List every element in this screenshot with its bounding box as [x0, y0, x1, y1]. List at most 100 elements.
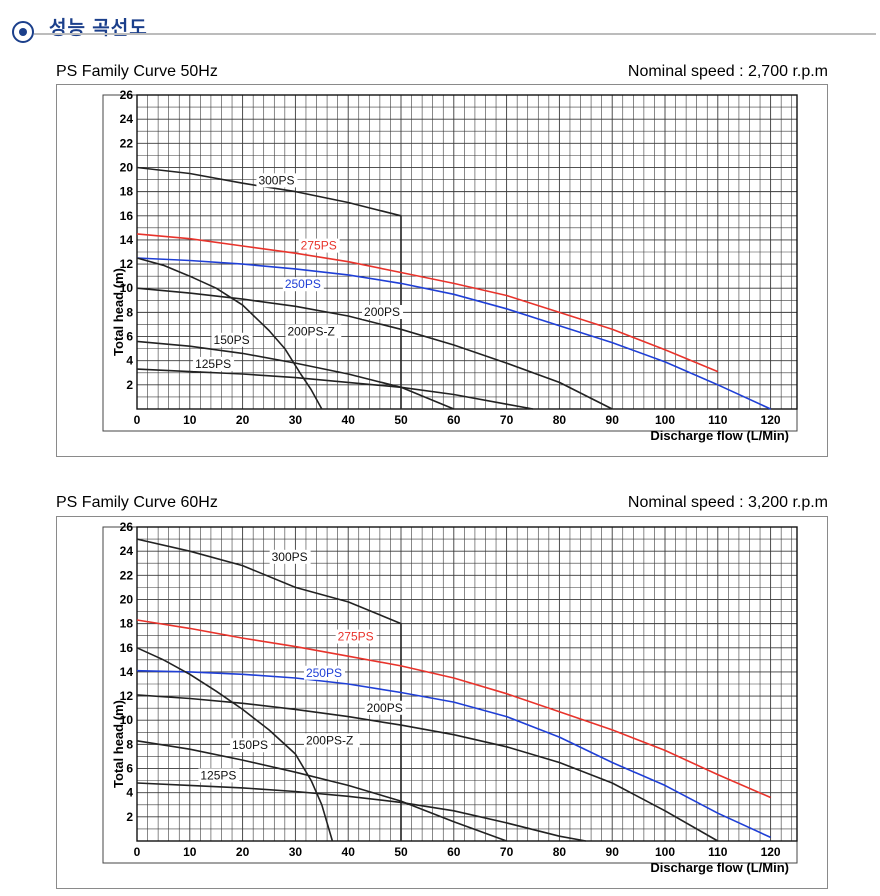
section-header: 성능 곡선도 — [0, 0, 880, 44]
x-tick-label: 110 — [708, 845, 728, 859]
y-tick-label: 6 — [126, 762, 133, 776]
x-tick-label: 10 — [183, 845, 197, 859]
plot-area-border — [136, 94, 798, 410]
nominal-speed-50hz: Nominal speed : 2,700 r.p.m — [627, 63, 828, 80]
series-label-300ps: 300PS — [258, 173, 294, 187]
series-label-bg-150ps — [211, 332, 253, 347]
x-tick-label: 70 — [500, 845, 514, 859]
bullet-circle-icon — [12, 21, 34, 43]
x-tick-label: 100 — [655, 413, 675, 427]
series-label-bg-275ps — [298, 238, 340, 253]
series-label-250ps: 250PS — [285, 277, 321, 291]
series-label-150ps: 150PS — [232, 738, 268, 752]
x-axis-title: Discharge flow (L/Min) — [650, 860, 789, 875]
x-tick-label: 40 — [342, 845, 356, 859]
series-label-bg-200ps-z — [285, 324, 342, 339]
x-tick-label: 40 — [342, 413, 356, 427]
y-tick-label: 22 — [120, 568, 134, 582]
x-tick-label: 20 — [236, 845, 250, 859]
x-tick-label: 120 — [761, 845, 781, 859]
x-tick-label: 110 — [708, 413, 728, 427]
series-line-275ps — [136, 233, 719, 373]
y-tick-label: 2 — [126, 810, 133, 824]
x-axis-title: Discharge flow (L/Min) — [650, 428, 789, 443]
grid — [136, 526, 797, 842]
series-line-200ps — [136, 287, 613, 410]
chart-frame-50hz: 2 4 6 8 10 12 14 16 18 20 22 24 26 0 10 20 30 40 50 60 70 80 9… — [56, 84, 828, 457]
series-line-125ps — [136, 368, 534, 410]
chart-title-60hz: PS Family Curve 60Hz — [56, 494, 218, 511]
series-line-125ps — [136, 782, 586, 842]
plot-area-border — [136, 526, 798, 842]
chart-title-50hz: PS Family Curve 50Hz — [56, 63, 218, 80]
series-label-125ps: 125PS — [195, 357, 231, 371]
y-tick-label: 18 — [120, 617, 134, 631]
x-tick-label: 80 — [553, 845, 567, 859]
series-line-275ps — [136, 619, 771, 799]
y-tick-label: 26 — [120, 88, 134, 102]
x-tick-label: 100 — [655, 845, 675, 859]
x-tick-label: 60 — [447, 845, 461, 859]
y-tick-label: 10 — [120, 281, 134, 295]
x-tick-label: 20 — [236, 413, 250, 427]
series-label-200ps: 200PS — [367, 701, 403, 715]
series-label-bg-300ps — [269, 549, 311, 564]
y-tick-label: 16 — [120, 209, 134, 223]
series-label-125ps: 125PS — [200, 768, 236, 782]
x-tick-label: 50 — [394, 845, 408, 859]
series-line-150ps — [136, 740, 507, 842]
series-label-250ps: 250PS — [306, 666, 342, 680]
y-tick-label: 24 — [120, 112, 134, 126]
y-tick-label: 2 — [126, 378, 133, 392]
y-tick-label: 6 — [126, 330, 133, 344]
y-tick-label: 20 — [120, 592, 134, 606]
y-tick-label: 8 — [126, 305, 133, 319]
series-label-bg-275ps — [335, 629, 377, 644]
x-tick-label: 70 — [500, 413, 514, 427]
y-axis-title: Total head (m) — [111, 268, 126, 356]
series-label-bg-300ps — [256, 173, 298, 188]
series-label-bg-250ps — [303, 665, 345, 680]
x-tick-label: 30 — [289, 845, 303, 859]
series-label-bg-200ps-z — [303, 733, 360, 748]
series-label-bg-150ps — [230, 738, 272, 753]
y-tick-label: 22 — [120, 136, 134, 150]
x-tick-label: 10 — [183, 413, 197, 427]
plot-panel-border — [102, 526, 798, 864]
x-tick-label: 60 — [447, 413, 461, 427]
series-label-300ps: 300PS — [272, 550, 308, 564]
x-tick-label: 30 — [289, 413, 303, 427]
y-tick-label: 12 — [120, 257, 134, 271]
plot-panel-border — [102, 94, 798, 432]
x-tick-label: 80 — [553, 413, 567, 427]
series-label-200ps-z: 200PS-Z — [287, 324, 334, 338]
x-tick-label: 50 — [394, 413, 408, 427]
y-tick-label: 8 — [126, 737, 133, 751]
chart-frame-60hz: 2 4 6 8 10 12 14 16 18 20 22 24 26 0 10 20 30 40 50 60 70 80 9… — [56, 516, 828, 889]
series-line-250ps — [136, 257, 771, 410]
y-tick-label: 4 — [126, 354, 133, 368]
series-label-150ps: 150PS — [214, 333, 250, 347]
y-tick-label: 26 — [120, 520, 134, 534]
x-tick-label: 120 — [761, 413, 781, 427]
y-tick-label: 16 — [120, 641, 134, 655]
header-divider — [34, 33, 876, 35]
series-line-200ps-z — [136, 257, 323, 410]
nominal-speed-60hz: Nominal speed : 3,200 r.p.m — [627, 494, 828, 511]
series-line-300ps — [136, 166, 402, 409]
y-tick-label: 10 — [120, 713, 134, 727]
section-title: 성능 곡선도 — [49, 18, 148, 39]
y-tick-label: 18 — [120, 185, 134, 199]
series-label-bg-125ps — [193, 356, 235, 371]
y-tick-label: 24 — [120, 544, 134, 558]
series-line-250ps — [136, 669, 771, 839]
series-label-200ps-z: 200PS-Z — [306, 733, 353, 747]
x-tick-label: 90 — [606, 845, 620, 859]
series-label-bg-250ps — [282, 277, 324, 292]
series-label-bg-200ps — [362, 305, 404, 320]
x-tick-label: 0 — [134, 413, 141, 427]
series-line-300ps — [136, 538, 402, 841]
series-label-275ps: 275PS — [301, 239, 337, 253]
